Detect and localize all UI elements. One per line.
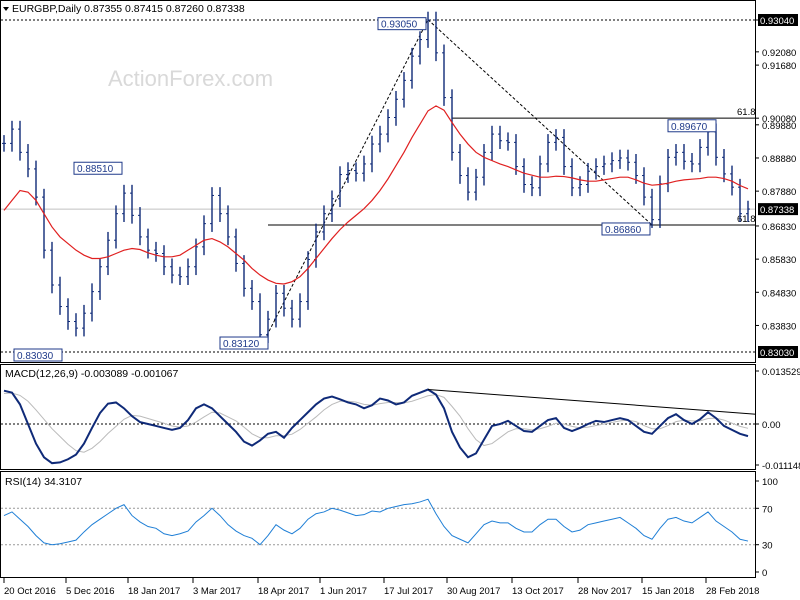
price-right-label: 0.87338: [760, 205, 794, 216]
macd-line: [3, 388, 749, 465]
moving-average-line: [3, 105, 749, 285]
x-tick-label: 15 Jan 2018: [642, 586, 694, 597]
x-tick-label: 5 Dec 2016: [66, 586, 115, 597]
price-right-label: 0.83030: [760, 348, 794, 359]
price-right-label-box: [758, 14, 798, 26]
price-title: EURGBP,Daily 0.87355 0.87415 0.87260 0.8…: [12, 3, 245, 15]
x-tick-label: 18 Apr 2017: [258, 586, 309, 597]
price-annotation-label: 0.93050: [381, 20, 418, 31]
price-right-label-box: [758, 346, 798, 358]
macd-panel: [0, 364, 756, 470]
rsi-tick-label: 70: [762, 504, 773, 515]
macd-tick-label: 0.00: [762, 420, 781, 431]
x-tick-label: 28 Nov 2017: [578, 586, 632, 597]
price-annotation-box: [667, 119, 717, 133]
x-tick-label: 1 Jun 2017: [320, 586, 367, 597]
price-tick-label: 0.92080: [762, 48, 796, 59]
dropdown-triangle-icon[interactable]: [3, 7, 9, 11]
price-annotations: 0.93050 0.88510 0.89670 0.86860 0.83030 0.831…: [13, 17, 717, 362]
price-annotation-box: [13, 348, 63, 362]
price-tick-label: 0.88880: [762, 154, 796, 165]
rsi-tick-label: 30: [762, 541, 773, 552]
x-tick-label: 30 Aug 2017: [447, 586, 500, 597]
macd-signal-line: [3, 392, 749, 453]
price-tick-label: 0.90080: [762, 114, 796, 125]
rsi-title: RSI(14) 34.3107: [5, 476, 82, 488]
macd-series: [3, 388, 757, 465]
x-tick-label: 20 Oct 2016: [4, 586, 56, 597]
price-annotation-label: 0.86860: [605, 225, 642, 236]
fib-level-label: 61.8: [737, 107, 756, 118]
fib-level-label: 61.8: [737, 214, 756, 225]
macd-tick-label: 0.013529: [762, 367, 800, 378]
price-tick-label: 0.91680: [762, 61, 796, 72]
macd-trendline: [427, 389, 757, 415]
price-tick-label: 0.86830: [762, 222, 796, 233]
rsi-tick-label: 100: [762, 477, 778, 488]
macd-axis: 0.013529 0.00 -0.011148: [1, 367, 800, 472]
macd-title: MACD(12,26,9) -0.003089 -0.001067: [5, 368, 179, 380]
price-tick-label: 0.83830: [762, 321, 796, 332]
price-annotation-label: 0.89670: [671, 122, 708, 133]
x-tick-label: 18 Jan 2017: [128, 586, 180, 597]
x-tick-label: 28 Feb 2018: [706, 586, 759, 597]
price-panel: [0, 0, 756, 363]
trendline: [427, 19, 653, 226]
price-right-label-box: [758, 203, 798, 216]
price-annotation-box: [219, 336, 269, 350]
rsi-panel: [0, 471, 756, 578]
price-title-group: EURGBP,Daily 0.87355 0.87415 0.87260 0.8…: [3, 3, 245, 15]
price-trendlines: [259, 19, 653, 350]
x-tick-label: 3 Mar 2017: [193, 586, 241, 597]
rsi-tick-label: 0: [762, 568, 767, 579]
price-annotation-label: 0.83120: [223, 339, 260, 350]
price-right-label: 0.93040: [760, 16, 794, 27]
price-annotation-box: [377, 17, 427, 31]
trendline: [259, 19, 429, 350]
price-series: [2, 11, 750, 344]
price-tick-label: 0.87880: [762, 187, 796, 198]
x-tick-label: 17 Jul 2017: [384, 586, 433, 597]
price-annotation-label: 0.88510: [77, 164, 114, 175]
watermark: ActionForex.com: [108, 66, 273, 91]
rsi-line: [3, 498, 749, 546]
macd-tick-label: -0.011148: [762, 461, 800, 472]
price-annotation-box: [601, 222, 651, 236]
price-annotation-box: [73, 161, 123, 175]
price-annotation-label: 0.83030: [17, 351, 54, 362]
price-tick-label: 0.85830: [762, 255, 796, 266]
x-tick-label: 13 Oct 2017: [512, 586, 564, 597]
price-tick-label: 0.89880: [762, 121, 796, 132]
price-tick-label: 0.84830: [762, 288, 796, 299]
rsi-series: [3, 498, 749, 546]
x-axis: 20 Oct 2016 5 Dec 2016 18 Jan 2017 3 Mar 20…: [3, 578, 759, 597]
